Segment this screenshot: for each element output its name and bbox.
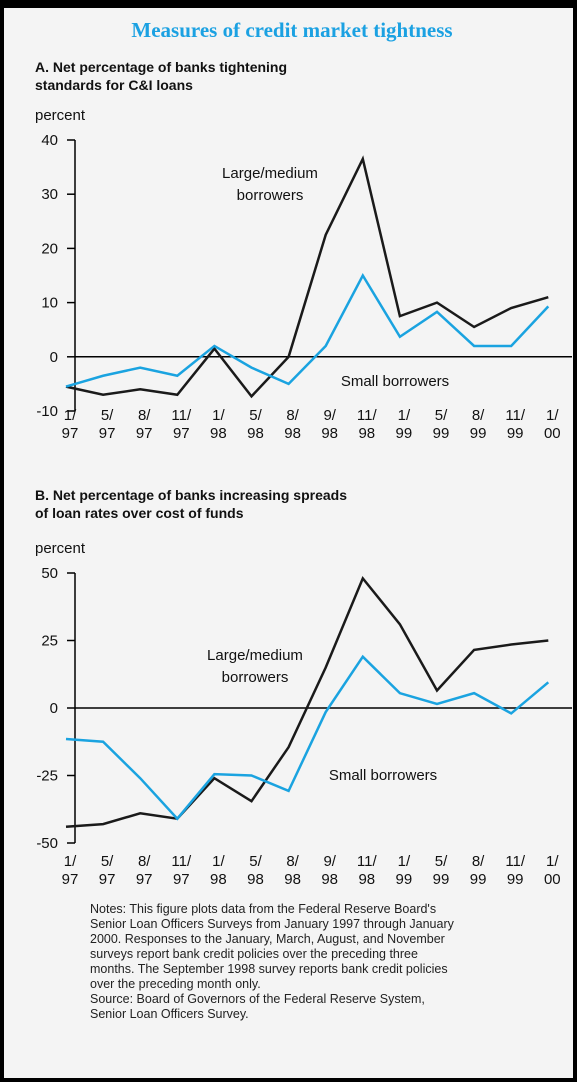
y-axis-label: percent — [35, 107, 86, 124]
y-axis-label: percent — [35, 540, 86, 557]
x-tick-label: 8/98 — [284, 853, 301, 888]
series-line — [65, 155, 549, 399]
note-line: 2000. Responses to the January, March, A… — [90, 932, 445, 946]
x-tick-label: 1/99 — [396, 853, 413, 888]
y-tick-label: -25 — [36, 768, 58, 785]
figure-title: Measures of credit market tightness — [131, 18, 452, 42]
note-line: over the preceding month only. — [90, 977, 261, 991]
series-line — [65, 575, 549, 829]
x-tick-label: 1/97 — [62, 853, 79, 888]
y-tick-label: 0 — [50, 349, 58, 366]
x-tick-label: 5/98 — [247, 407, 264, 442]
x-tick-label: 8/97 — [136, 407, 153, 442]
notes: Notes: This figure plots data from the F… — [90, 902, 560, 1022]
x-tick-label: 8/97 — [136, 853, 153, 888]
x-tick-label: 11/99 — [505, 853, 526, 888]
x-tick-label: 5/97 — [99, 853, 116, 888]
note-line: Senior Loan Officers Survey. — [90, 1007, 249, 1021]
panel-title: of loan rates over cost of funds — [35, 505, 244, 521]
note-line: Source: Board of Governors of the Federa… — [90, 992, 425, 1006]
note-line: months. The September 1998 survey report… — [90, 962, 448, 976]
y-tick-label: 40 — [41, 132, 58, 149]
x-tick-label: 5/97 — [99, 407, 116, 442]
y-tick-label: 50 — [41, 565, 58, 582]
series-label: Large/medium borrowers — [222, 165, 318, 204]
panel-title: standards for C&I loans — [35, 77, 193, 93]
x-tick-label: 5/99 — [433, 407, 450, 442]
panel-title: A. Net percentage of banks tightening — [35, 59, 287, 75]
y-tick-label: -10 — [36, 403, 58, 420]
x-tick-label: 5/98 — [247, 853, 264, 888]
x-tick-label: 8/99 — [470, 853, 487, 888]
y-tick-label: 25 — [41, 633, 58, 650]
x-tick-label: 1/98 — [210, 407, 227, 442]
y-tick-label: 30 — [41, 186, 58, 203]
x-tick-label: 11/99 — [505, 407, 526, 442]
y-tick-label: 20 — [41, 240, 58, 257]
x-tick-label: 9/98 — [321, 853, 338, 888]
x-tick-label: 1/98 — [210, 853, 227, 888]
x-tick-label: 9/98 — [321, 407, 338, 442]
series-label: Large/medium borrowers — [207, 647, 303, 686]
x-tick-label: 1/97 — [62, 407, 79, 442]
x-tick-label: 11/97 — [171, 407, 192, 442]
y-tick-label: -50 — [36, 835, 58, 852]
note-line: Notes: This figure plots data from the F… — [90, 902, 437, 916]
series-label: Small borrowers — [329, 767, 437, 784]
note-line: Senior Loan Officers Surveys from Januar… — [90, 917, 454, 931]
panel-title: B. Net percentage of banks increasing sp… — [35, 487, 347, 503]
x-tick-label: 11/98 — [357, 407, 378, 442]
x-tick-label: 5/99 — [433, 853, 450, 888]
y-tick-label: 10 — [41, 295, 58, 312]
x-tick-label: 11/98 — [357, 853, 378, 888]
series-line — [65, 272, 550, 388]
y-tick-label: 0 — [50, 700, 58, 717]
x-tick-label: 11/97 — [171, 853, 192, 888]
x-tick-label: 1/99 — [396, 407, 413, 442]
x-tick-label: 1/00 — [544, 853, 561, 888]
x-tick-label: 8/99 — [470, 407, 487, 442]
x-tick-label: 1/00 — [544, 407, 561, 442]
series-label: Small borrowers — [341, 373, 449, 390]
series-line — [65, 654, 550, 821]
note-line: surveys report bank credit policies over… — [90, 947, 418, 961]
x-tick-label: 8/98 — [284, 407, 301, 442]
